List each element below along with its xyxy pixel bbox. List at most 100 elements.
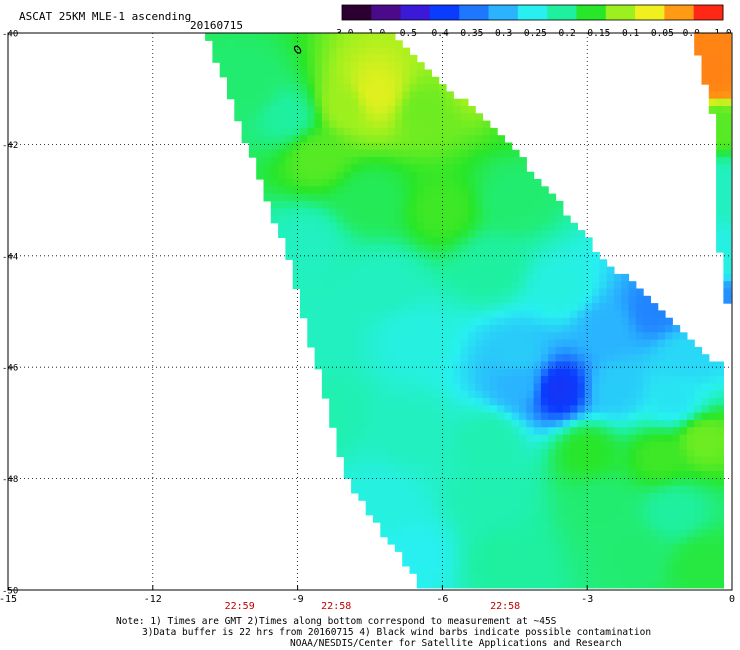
heatmap-cell [650,376,659,384]
heatmap-cell [438,120,447,129]
heatmap-cell [380,164,389,173]
heatmap-cell [519,361,527,370]
heatmap-cell [387,164,396,173]
heatmap-cell [263,69,272,78]
heatmap-cell [540,288,549,297]
heatmap-cell [716,164,724,173]
heatmap-cell [343,179,352,187]
colorbar-swatch [576,5,607,20]
heatmap-cell [248,69,257,78]
heatmap-cell [577,507,586,516]
heatmap-cell [358,252,367,260]
heatmap-cell [555,507,564,516]
heatmap-cell [475,471,484,479]
heatmap-cell [387,325,396,333]
heatmap-cell [307,332,316,341]
heatmap-cell [241,76,250,85]
heatmap-cell [555,492,564,501]
heatmap-cell [482,222,491,231]
heatmap-cell [219,33,228,41]
heatmap-cell [431,303,440,311]
heatmap-cell [424,135,432,144]
heatmap-cell [599,266,608,275]
heatmap-cell [387,492,396,501]
heatmap-cell [570,478,578,487]
heatmap-cell [270,62,279,71]
heatmap-cell [540,354,549,363]
heatmap-cell [570,376,578,384]
heatmap-cell [351,149,359,158]
heatmap-cell [336,113,345,122]
heatmap-cell [467,558,476,567]
heatmap-cell [314,259,323,268]
heatmap-cell [453,514,462,523]
heatmap-cell [672,544,681,552]
heatmap-cell [613,434,622,443]
heatmap-cell [562,492,571,501]
heatmap-cell [402,127,411,136]
heatmap-cell [380,179,389,187]
heatmap-cell [533,222,542,231]
heatmap-cell [504,434,513,443]
heatmap-cell [533,383,542,392]
heatmap-cell [577,310,586,319]
heatmap-cell [599,565,608,574]
heatmap-cell [489,434,498,443]
heatmap-cell [497,536,505,545]
heatmap-cell [599,478,608,487]
heatmap-cell [489,522,498,530]
heatmap-cell [606,376,615,384]
heatmap-cell [570,288,578,297]
heatmap-cell [584,361,593,370]
heatmap-cell [409,434,418,443]
heatmap-cell [329,295,338,304]
heatmap-cell [424,368,432,377]
colorbar-swatch [664,5,695,20]
heatmap-cell [562,230,571,238]
heatmap-cell [329,376,338,384]
heatmap-cell [533,485,542,494]
heatmap-cell [351,332,359,341]
heatmap-cell [321,281,330,290]
heatmap-cell [387,471,396,479]
heatmap-cell [285,54,294,63]
heatmap-cell [424,471,432,479]
heatmap-cell [628,463,637,472]
heatmap-cell [402,179,411,187]
heatmap-cell [446,135,454,144]
heatmap-cell [562,325,571,333]
heatmap-cell [475,354,484,363]
heatmap-cell [504,288,513,297]
heatmap-cell [694,346,703,355]
heatmap-cell [365,179,374,187]
heatmap-cell [482,164,491,173]
heatmap-cell [701,47,710,56]
heatmap-cell [716,47,724,56]
heatmap-cell [650,463,659,472]
heatmap-cell [321,186,330,195]
heatmap-cell [416,368,425,377]
heatmap-cell [672,376,681,384]
heatmap-cell [453,244,462,253]
heatmap-cell [504,157,513,165]
heatmap-cell [679,346,688,355]
heatmap-cell [540,230,549,238]
heatmap-cell [438,514,447,523]
heatmap-cell [358,230,367,238]
heatmap-cell [606,434,615,443]
heatmap-cell [504,405,513,414]
heatmap-cell [592,281,600,290]
heatmap-cell [263,54,272,63]
heatmap-cell [270,69,279,78]
heatmap-cell [394,266,403,275]
heatmap-cell [263,127,272,136]
heatmap-cell [497,471,505,479]
heatmap-cell [336,310,345,319]
heatmap-cell [672,405,681,414]
heatmap-cell [409,398,418,406]
heatmap-cell [526,463,535,472]
heatmap-cell [686,522,695,530]
heatmap-cell [701,449,710,457]
heatmap-cell [592,295,600,304]
heatmap-cell [365,215,374,224]
